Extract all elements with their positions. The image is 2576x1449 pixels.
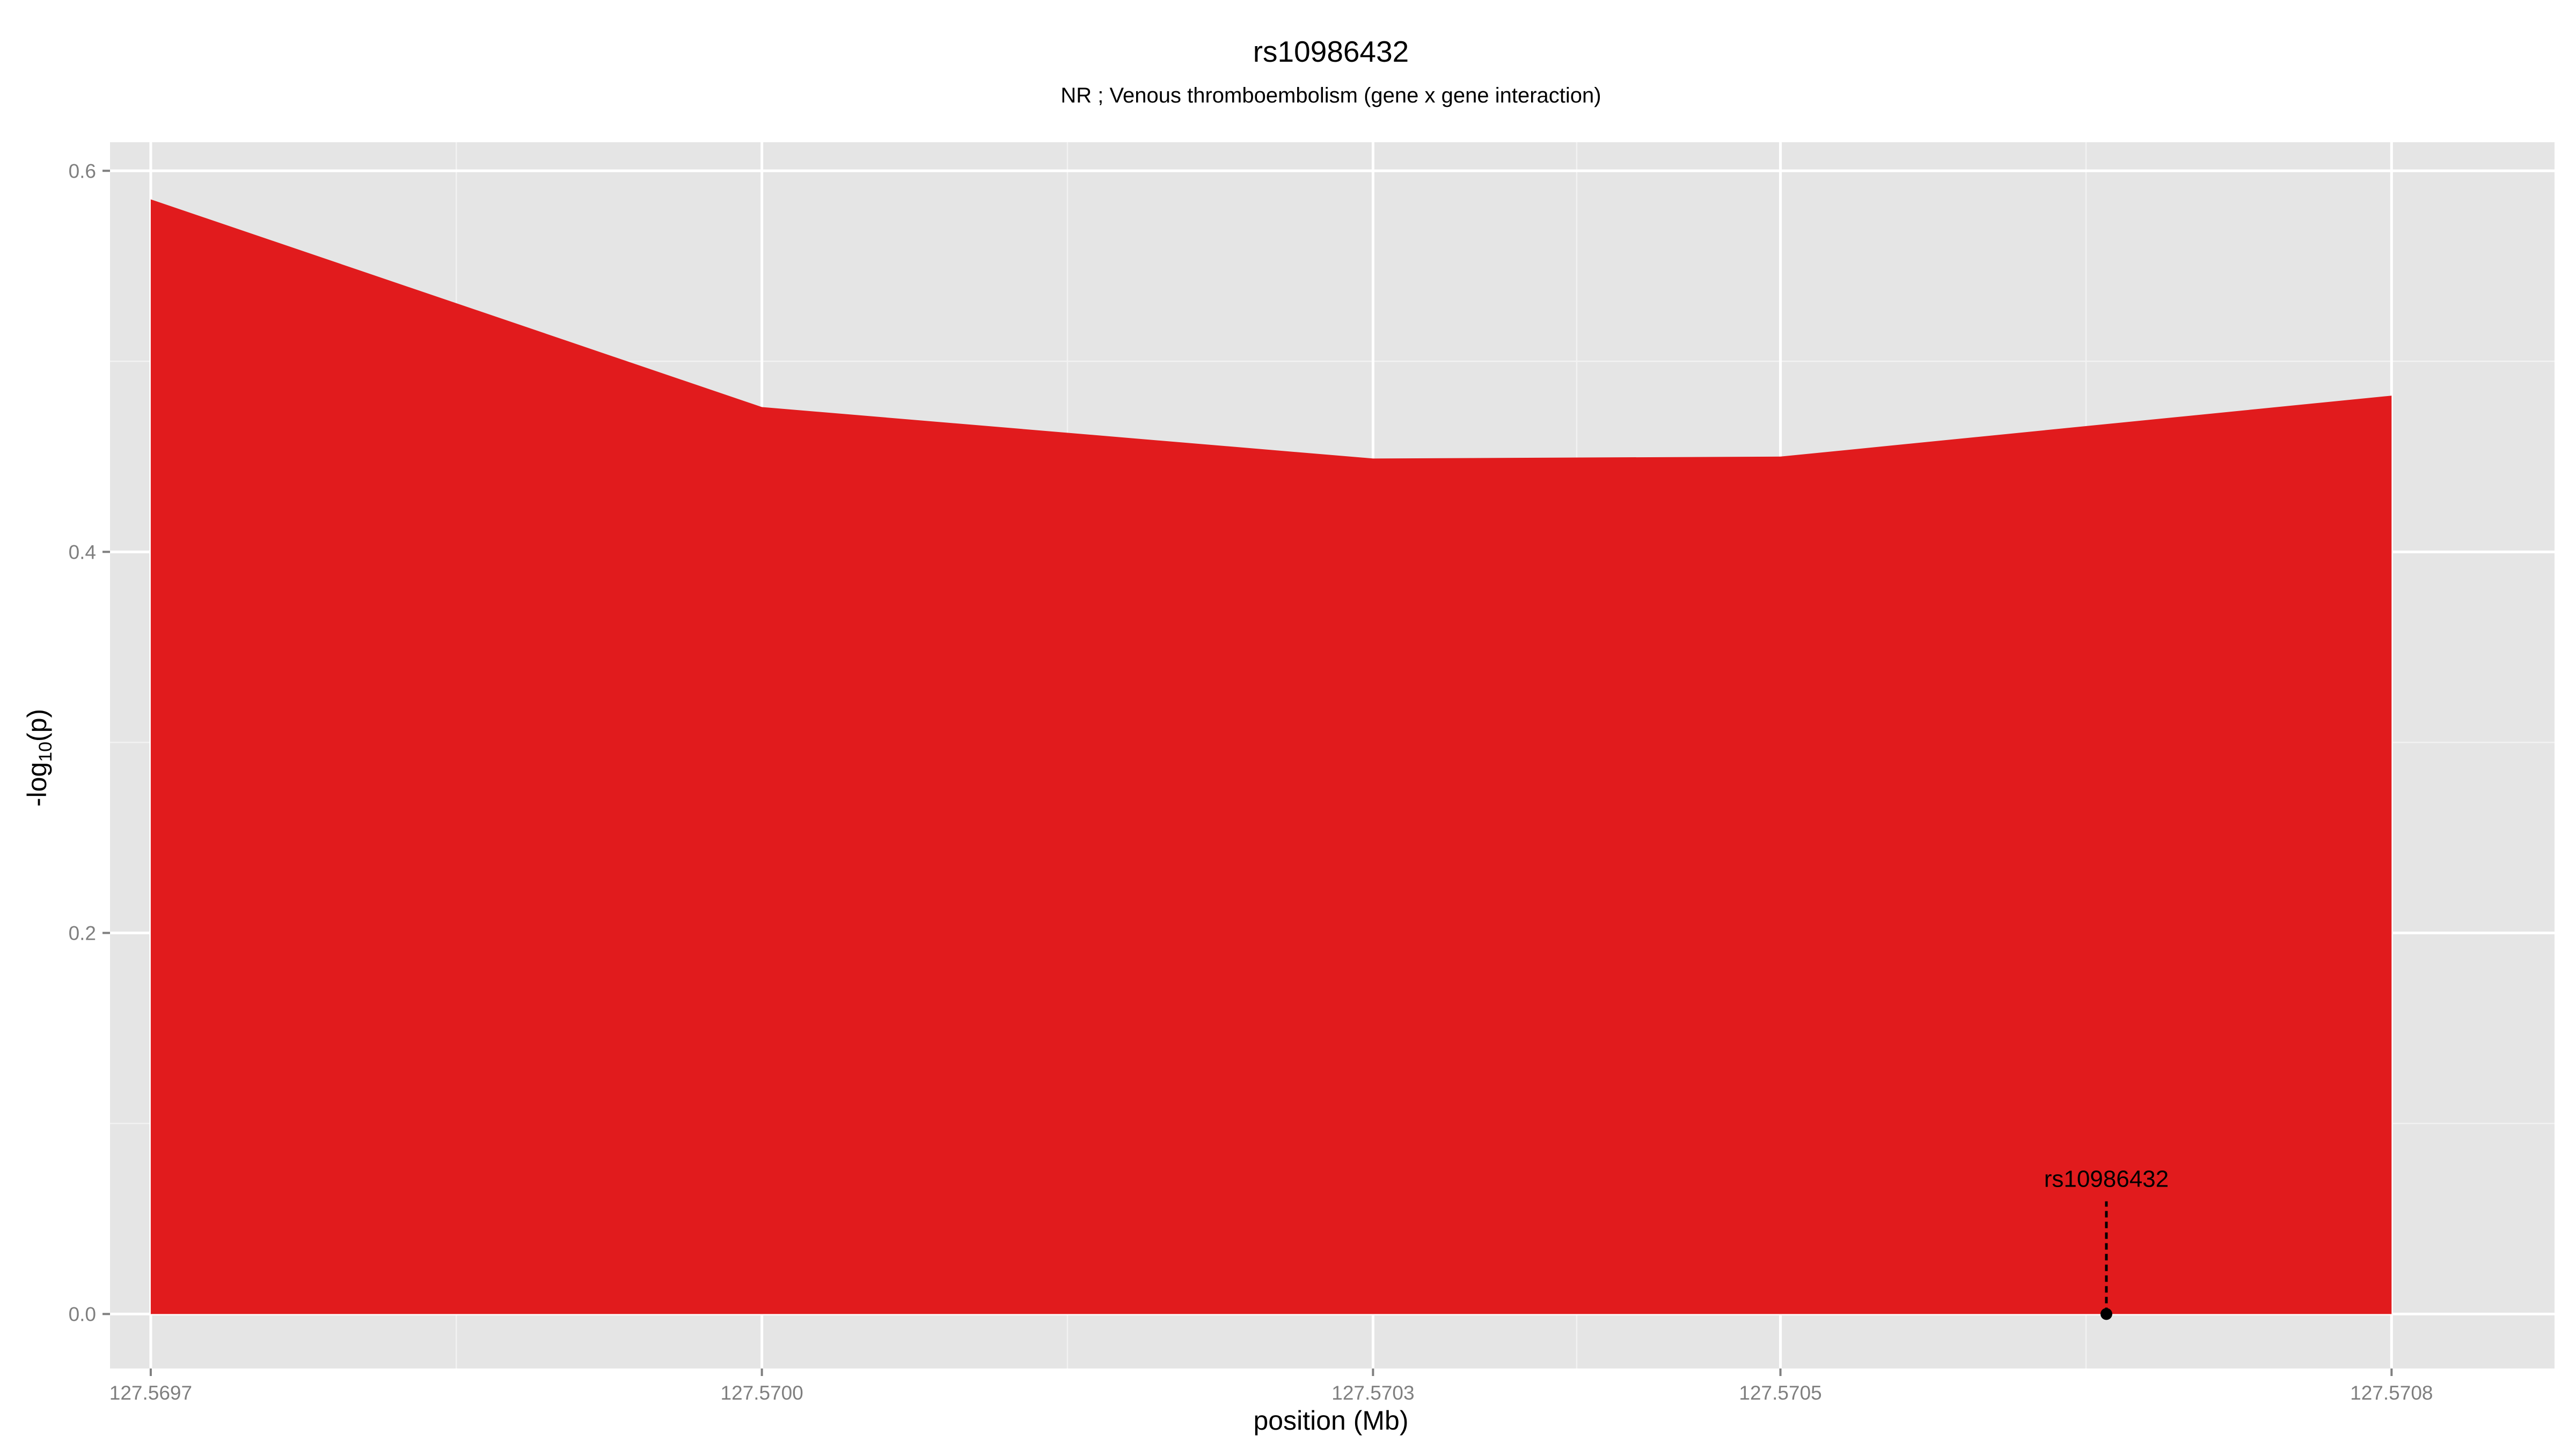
chart-subtitle: NR ; Venous thromboembolism (gene x gene… bbox=[1060, 84, 1601, 107]
y-axis-label-tail: (p) bbox=[22, 709, 52, 742]
x-axis: 127.5697 127.5700 127.5703 127.5705 127.5708 bbox=[109, 1368, 2433, 1404]
x-tick-label: 127.5700 bbox=[721, 1382, 803, 1404]
area-series bbox=[150, 199, 2392, 1314]
y-axis-label-main: -log bbox=[22, 762, 52, 807]
y-tick-label: 0.4 bbox=[69, 541, 96, 563]
y-axis: 0.0 0.2 0.4 0.6 bbox=[69, 160, 110, 1325]
series-layer bbox=[150, 199, 2392, 1314]
y-tick-label: 0.2 bbox=[69, 922, 96, 944]
chart-title: rs10986432 bbox=[1253, 35, 1409, 68]
annotation-point bbox=[2100, 1308, 2112, 1320]
y-tick-label: 0.0 bbox=[69, 1303, 96, 1325]
x-tick-label: 127.5703 bbox=[1331, 1382, 1414, 1404]
x-tick-label: 127.5708 bbox=[2350, 1382, 2433, 1404]
y-tick-label: 0.6 bbox=[69, 160, 96, 182]
x-tick-label: 127.5697 bbox=[109, 1382, 192, 1404]
annotation-label: rs10986432 bbox=[2044, 1166, 2169, 1192]
annotation-layer: rs10986432 bbox=[2044, 1166, 2169, 1320]
x-tick-label: 127.5705 bbox=[1739, 1382, 1821, 1404]
y-axis-label-subscript: 10 bbox=[35, 742, 56, 762]
y-axis-label: -log10(p) bbox=[22, 709, 56, 807]
x-axis-label: position (Mb) bbox=[1254, 1406, 1409, 1436]
